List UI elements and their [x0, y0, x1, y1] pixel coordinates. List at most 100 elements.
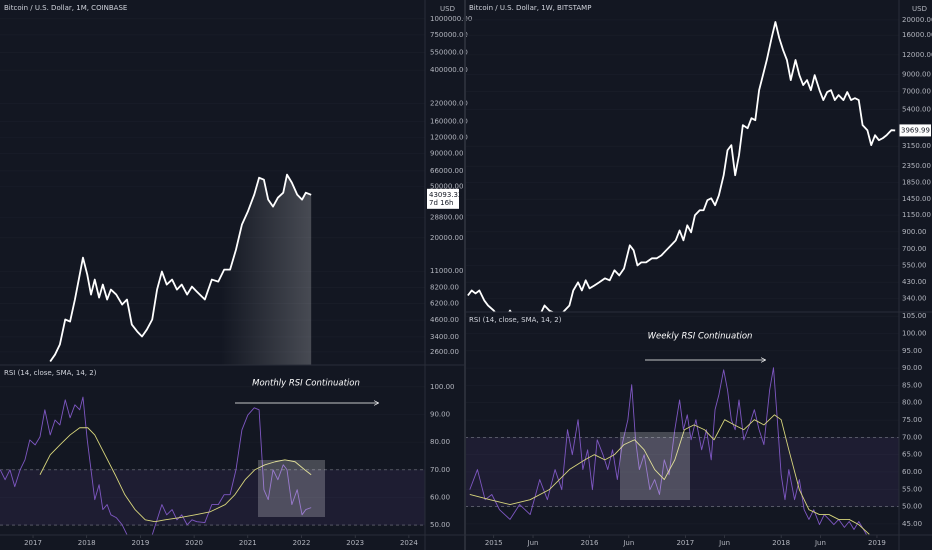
- y-tick-label: 90.00: [430, 410, 450, 418]
- x-tick-label: 2017: [676, 539, 694, 547]
- y-tick-label: 50.00: [902, 503, 922, 511]
- y-tick-label: 2350.00: [902, 162, 931, 170]
- y-tick-label: 50.00: [430, 521, 450, 529]
- y-tick-label: 4600.00: [430, 316, 459, 324]
- annotation: Monthly RSI Continuation: [252, 379, 360, 389]
- y-tick-label: 340.00: [902, 294, 927, 302]
- sma-line: [39, 427, 312, 523]
- y-tick-label: 16000.00: [902, 31, 932, 39]
- legend-title: RSI (14, close, SMA, 14, 2): [469, 316, 562, 324]
- pane: [465, 19, 899, 312]
- y-tick-label: 95.00: [902, 347, 922, 355]
- x-tick-label: 2017: [24, 539, 42, 547]
- x-tick-label: 2015: [485, 539, 503, 547]
- y-tick-label: 90000.00: [430, 150, 463, 158]
- x-tick-label: 2018: [772, 539, 790, 547]
- y-tick-label: 3150.00: [902, 142, 931, 150]
- x-tick-label: 2019: [868, 539, 886, 547]
- price-tag: [899, 124, 931, 137]
- rsi-band: [465, 437, 899, 507]
- y-tick-label: 66000.00: [430, 167, 463, 175]
- y-tick-label: 160000.00: [430, 117, 468, 125]
- y-tick-label: 85.00: [902, 381, 922, 389]
- series-line: [0, 396, 312, 535]
- x-tick-label: 2019: [131, 539, 149, 547]
- y-tick-label: 3400.00: [430, 333, 459, 341]
- y-tick-label: 50000.00: [430, 182, 463, 190]
- y-tick-label: 6200.00: [430, 299, 459, 307]
- x-tick-label: Jun: [622, 539, 634, 547]
- y-tick-label: 1450.00: [902, 195, 931, 203]
- y-tick-label: 750000.00: [430, 31, 468, 39]
- y-unit: USD: [440, 5, 455, 13]
- y-tick-label: 220000.00: [430, 100, 468, 108]
- y-tick-label: 11000.00: [430, 267, 463, 275]
- y-tick-label: 100.00: [430, 383, 455, 391]
- legend-title: Bitcoin / U.S. Dollar, 1W, BITSTAMP: [469, 4, 591, 12]
- pane: [0, 18, 425, 365]
- pane: [465, 315, 899, 535]
- y-tick-label: 1850.00: [902, 179, 931, 187]
- x-tick-label: Jun: [718, 539, 730, 547]
- y-tick-label: 9000.00: [902, 71, 931, 79]
- y-tick-label: 105.00: [902, 312, 927, 320]
- y-tick-label: 70.00: [902, 433, 922, 441]
- y-tick-label: 2600.00: [430, 348, 459, 356]
- y-tick-label: 550.00: [902, 261, 927, 269]
- panes: 1000000.00 750000.00 550000.00 400000.00 220…: [0, 4, 932, 547]
- y-tick-label: 8200.00: [430, 284, 459, 292]
- y-tick-label: 700.00: [902, 245, 927, 253]
- y-tick-label: 55.00: [902, 485, 922, 493]
- x-tick-label: Jun: [814, 539, 826, 547]
- y-tick-label: 7000.00: [902, 88, 931, 96]
- series-line: [49, 173, 312, 363]
- x-tick-label: Jun: [527, 539, 539, 547]
- x-tick-label: 2023: [346, 539, 364, 547]
- x-tick-label: 2016: [581, 539, 599, 547]
- y-tick-label: 75.00: [902, 416, 922, 424]
- y-tick-label: 60.00: [902, 468, 922, 476]
- y-tick-label: 45.00: [902, 520, 922, 528]
- y-tick-label: 400000.00: [430, 66, 468, 74]
- y-tick-label: 90.00: [902, 364, 922, 372]
- countdown: 7d 16h: [429, 199, 453, 207]
- y-tick-label: 80.00: [902, 399, 922, 407]
- annotation: Weekly RSI Continuation: [648, 332, 753, 342]
- price-tag-label: 3969.99: [901, 126, 930, 134]
- pane: [0, 386, 425, 535]
- y-tick-label: 28800.00: [430, 213, 463, 221]
- legend-title: Bitcoin / U.S. Dollar, 1M, COINBASE: [4, 4, 127, 12]
- rsi-band: [0, 469, 425, 526]
- y-tick-label: 70.00: [430, 466, 450, 474]
- y-tick-label: 60.00: [430, 493, 450, 501]
- series-line: [467, 21, 896, 312]
- y-tick-label: 80.00: [430, 438, 450, 446]
- price-tag-label: 43093.32: [429, 191, 462, 199]
- y-tick-label: 120000.00: [430, 133, 468, 141]
- y-unit: USD: [912, 5, 927, 13]
- y-tick-label: 100.00: [902, 329, 927, 337]
- y-tick-label: 430.00: [902, 278, 927, 286]
- series-line: [469, 367, 868, 535]
- x-tick-label: 2021: [239, 539, 257, 547]
- y-tick-label: 1150.00: [902, 211, 931, 219]
- legend-title: RSI (14, close, SMA, 14, 2): [4, 369, 97, 377]
- y-tick-label: 20000.00: [902, 16, 932, 24]
- x-tick-label: 2022: [293, 539, 311, 547]
- y-tick-label: 550000.00: [430, 48, 468, 56]
- y-tick-label: 20000.00: [430, 234, 463, 242]
- sma-line: [469, 414, 870, 535]
- x-tick-label: 2020: [185, 539, 203, 547]
- highlight-box: [620, 432, 690, 500]
- y-tick-label: 1000000.00: [430, 15, 472, 23]
- y-tick-label: 65.00: [902, 451, 922, 459]
- highlight-box: [258, 460, 325, 517]
- price-area: [50, 174, 312, 365]
- y-tick-label: 900.00: [902, 228, 927, 236]
- x-tick-label: 2018: [78, 539, 96, 547]
- y-tick-label: 12000.00: [902, 51, 932, 59]
- price-tag: [427, 188, 459, 209]
- y-tick-label: 5400.00: [902, 105, 931, 113]
- x-tick-label: 2024: [400, 539, 418, 547]
